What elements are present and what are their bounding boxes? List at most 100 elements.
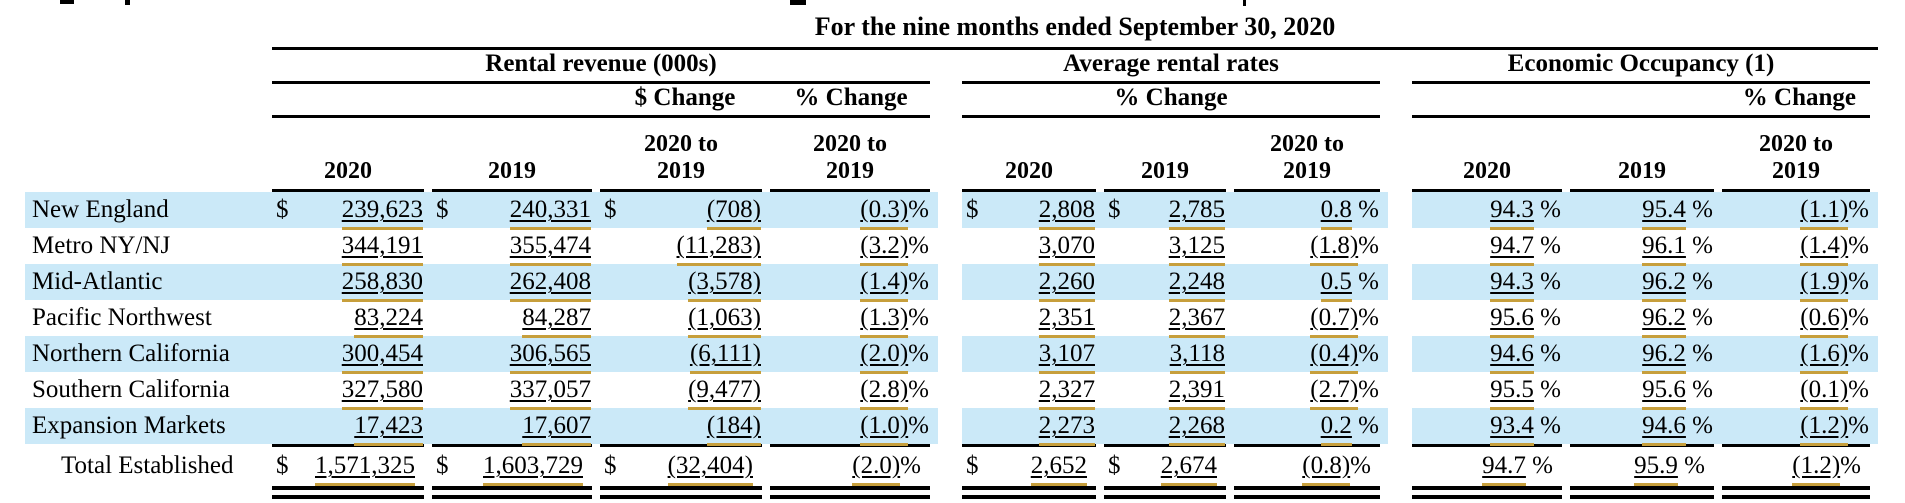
value-suffix: % — [1848, 304, 1869, 331]
table-row: Southern California 327,580 337,057 (9,477)… — [25, 372, 1905, 410]
value: (2.0)% — [860, 340, 938, 374]
value: 0.5 % — [1320, 268, 1388, 302]
value: (1,063) — [688, 304, 770, 338]
value: (3,578) — [688, 268, 770, 302]
value-cell: (184) — [600, 408, 770, 446]
value-cell: $2,785 — [1104, 192, 1234, 230]
value-suffix: % — [1848, 232, 1869, 259]
value: 337,057 — [509, 376, 600, 410]
value-text: 94.3 — [1490, 268, 1534, 302]
value-cell: (1,063) — [600, 300, 770, 338]
value: 17,607 — [522, 412, 600, 446]
percent-change-header: % Change — [1412, 84, 1870, 118]
row-label: Expansion Markets — [25, 408, 272, 444]
dollar-sign: $ — [436, 196, 449, 223]
column-gap — [1388, 228, 1412, 264]
table-row: Mid-Atlantic 258,830 262,408 (3,578) (1.4)% 2… — [25, 264, 1905, 302]
value-cell: (3.2)% — [770, 228, 938, 266]
value-cell: (1.2)% — [1722, 444, 1878, 500]
value: 2,391 — [1168, 376, 1234, 410]
value-text: (0.1) — [1800, 376, 1849, 410]
value: (0.7)% — [1310, 304, 1388, 338]
value-cell: 94.6 % — [1570, 408, 1722, 446]
value-cell: (9,477) — [600, 372, 770, 410]
value: 93.4 % — [1490, 412, 1570, 446]
value-cell: (1.6)% — [1722, 336, 1878, 374]
col-header-2019: 2019 — [1570, 158, 1714, 192]
value-cell: 2,248 — [1104, 264, 1234, 302]
value: 94.3 % — [1490, 268, 1570, 302]
value-cell: 83,224 — [272, 300, 432, 338]
value: 2,273 — [1038, 412, 1104, 446]
value-suffix: % — [1358, 232, 1379, 259]
value-cell: 258,830 — [272, 264, 432, 302]
value-text: (3.2) — [860, 232, 909, 266]
value: 95.5 % — [1490, 376, 1570, 410]
value-text: (2.7) — [1310, 376, 1359, 410]
value-suffix: % — [1685, 196, 1713, 223]
value-cell: 17,423 — [272, 408, 432, 446]
double-rule — [962, 486, 1096, 499]
double-rule — [1234, 486, 1380, 499]
value-text: (1.3) — [860, 304, 909, 338]
value-text: 84,287 — [522, 304, 591, 338]
value-suffix: % — [908, 412, 929, 439]
right-margin — [1878, 444, 1905, 500]
value: 0.8 % — [1320, 196, 1388, 230]
column-gap — [938, 264, 962, 300]
value-cell: (1.3)% — [770, 300, 938, 338]
value: (1.4)% — [1800, 232, 1878, 266]
double-rule — [600, 486, 762, 499]
double-rule — [1722, 486, 1870, 499]
value-cell: (3,578) — [600, 264, 770, 302]
double-rule — [1412, 486, 1562, 499]
row-label: Metro NY/NJ — [32, 232, 171, 259]
value-suffix: % — [1685, 340, 1713, 367]
value-text: 96.2 — [1642, 268, 1686, 302]
value-cell: 17,607 — [432, 408, 600, 446]
value: 2,652 — [1030, 452, 1096, 486]
col-header-2020-to-2019: 2020 to 2019 — [1722, 131, 1870, 192]
value-suffix: % — [908, 196, 929, 223]
value-cell: (1.4)% — [1722, 228, 1878, 266]
table-row: New England $239,623 $240,331 $ (708) (0.3)% $… — [25, 192, 1905, 230]
value-text: 306,565 — [509, 340, 591, 374]
value-text: (1.2) — [1800, 412, 1849, 446]
dollar-change-header: $ Change — [634, 84, 736, 111]
value-suffix: % — [1848, 196, 1869, 223]
value-cell: (2.0)% — [770, 336, 938, 374]
value-cell: (0.1)% — [1722, 372, 1878, 410]
value: (2.8)% — [860, 376, 938, 410]
value-text: (0.8) — [1302, 452, 1351, 486]
table-body: New England $239,623 $240,331 $ (708) (0.3)% $… — [25, 192, 1905, 500]
value-suffix: % — [900, 452, 921, 479]
row-label: New England — [25, 192, 272, 228]
value: 94.7 % — [1482, 452, 1562, 486]
value-cell: 337,057 — [432, 372, 600, 410]
dollar-sign: $ — [276, 452, 289, 479]
value-text: (2.0) — [852, 452, 901, 486]
column-gap — [938, 372, 962, 408]
value: (6,111) — [689, 340, 770, 374]
dollar-sign: $ — [276, 196, 289, 223]
value-text: 1,571,325 — [315, 452, 415, 486]
value-text: 95.6 — [1642, 376, 1686, 410]
value-cell: 2,260 — [962, 264, 1104, 302]
value-cell: 95.9 % — [1570, 444, 1722, 500]
value: (0.1)% — [1800, 376, 1878, 410]
value: 96.2 % — [1642, 340, 1722, 374]
value: (1.0)% — [860, 412, 938, 446]
value-suffix: % — [908, 376, 929, 403]
value: 3,118 — [1169, 340, 1234, 374]
value-text: 300,454 — [341, 340, 423, 374]
value-text: 94.6 — [1642, 412, 1686, 446]
value-text: (1.2) — [1792, 452, 1841, 486]
double-rule — [770, 486, 930, 499]
value-cell: (6,111) — [600, 336, 770, 374]
value-text: 3,118 — [1169, 340, 1225, 374]
column-gap — [938, 192, 962, 228]
value-cell: (0.6)% — [1722, 300, 1878, 338]
value-text: 355,474 — [509, 232, 591, 266]
value: 0.2 % — [1320, 412, 1388, 446]
value-text: 258,830 — [341, 268, 423, 302]
